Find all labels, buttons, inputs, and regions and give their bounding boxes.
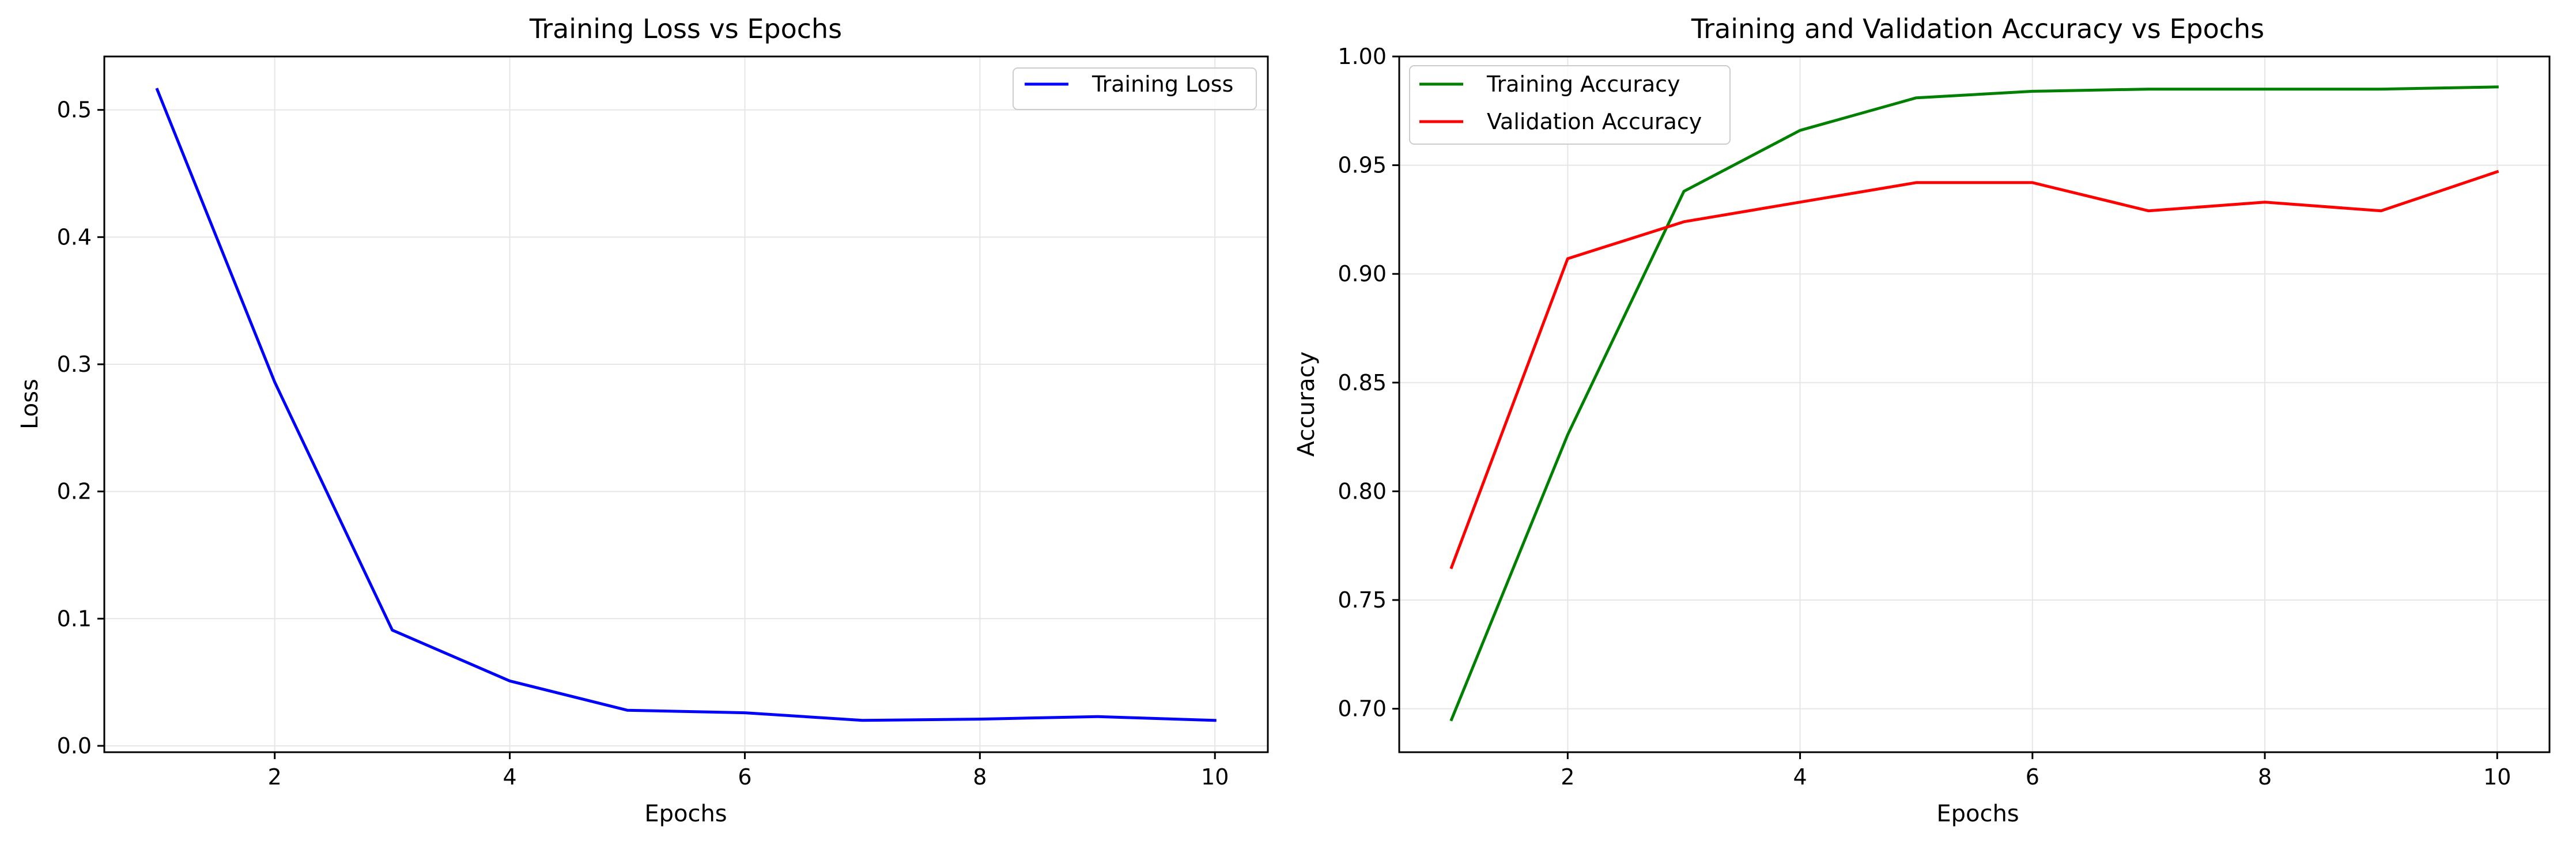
accuracy-legend-box bbox=[1409, 65, 1731, 145]
accuracy-y-tick-label-3: 0.85 bbox=[1338, 370, 1387, 395]
accuracy-y-tick-label-1: 0.75 bbox=[1338, 587, 1387, 613]
accuracy-y-tick-label-4: 0.90 bbox=[1338, 261, 1387, 286]
loss-y-axis-label: Loss bbox=[17, 379, 43, 429]
accuracy-plot-frame bbox=[1398, 55, 2551, 753]
loss-x-tick-label-0: 2 bbox=[268, 764, 282, 790]
loss-legend: Training Loss bbox=[1013, 67, 1257, 110]
accuracy-x-tick-label-2: 6 bbox=[2026, 764, 2039, 790]
loss-x-ticks: 2 4 6 8 10 bbox=[268, 752, 1229, 790]
accuracy-series-1-line bbox=[1449, 169, 2499, 569]
accuracy-y-tick-label-2: 0.80 bbox=[1338, 478, 1387, 504]
accuracy-legend: Training Accuracy Validation Accuracy bbox=[1409, 65, 1731, 145]
accuracy-legend-label-0: Training Accuracy bbox=[1486, 71, 1680, 97]
loss-x-tick-label-3: 8 bbox=[973, 764, 987, 790]
accuracy-y-ticks: 0.70 0.75 0.80 0.85 0.90 0.95 1.00 bbox=[1338, 44, 1399, 722]
loss-y-tick-label-1: 0.1 bbox=[57, 606, 92, 631]
loss-y-tick-label-5: 0.5 bbox=[57, 97, 92, 123]
loss-x-tick-label-4: 10 bbox=[1201, 764, 1229, 790]
loss-y-ticks: 0.0 0.1 0.2 0.3 0.4 0.5 bbox=[57, 97, 104, 759]
accuracy-grid bbox=[1399, 56, 2549, 752]
loss-y-tick-label-2: 0.2 bbox=[57, 479, 92, 504]
loss-y-tick-label-0: 0.0 bbox=[57, 733, 92, 759]
accuracy-chart: 2 4 6 8 10 0.70 0.75 0.80 0.85 0.90 0.95 1.00 Trai… bbox=[1293, 13, 2551, 827]
accuracy-x-axis-label: Epochs bbox=[1936, 801, 2019, 827]
loss-chart: 2 4 6 8 10 0.0 0.1 0.2 0.3 0.4 0.5 Training Loss … bbox=[17, 13, 1269, 827]
loss-title: Training Loss vs Epochs bbox=[529, 13, 842, 44]
loss-x-tick-label-2: 6 bbox=[738, 764, 751, 790]
loss-lines bbox=[155, 88, 1217, 722]
loss-legend-box bbox=[1013, 67, 1257, 110]
accuracy-legend-label-1: Validation Accuracy bbox=[1487, 109, 1702, 134]
loss-x-axis-label: Epochs bbox=[644, 801, 727, 827]
loss-grid bbox=[104, 56, 1268, 752]
accuracy-x-tick-label-4: 10 bbox=[2483, 764, 2511, 790]
accuracy-y-tick-label-0: 0.70 bbox=[1338, 696, 1387, 722]
loss-y-tick-label-4: 0.4 bbox=[57, 224, 92, 250]
loss-series-0-line bbox=[155, 88, 1217, 722]
loss-plot-frame bbox=[103, 55, 1269, 753]
accuracy-lines bbox=[1449, 85, 2499, 722]
accuracy-x-tick-label-0: 2 bbox=[1561, 764, 1574, 790]
accuracy-x-tick-label-1: 4 bbox=[1793, 764, 1807, 790]
accuracy-y-tick-label-6: 1.00 bbox=[1338, 44, 1387, 69]
accuracy-x-tick-label-3: 8 bbox=[2258, 764, 2272, 790]
accuracy-title: Training and Validation Accuracy vs Epoc… bbox=[1691, 13, 2264, 44]
loss-legend-label-0: Training Loss bbox=[1091, 71, 1233, 97]
accuracy-series-0-line bbox=[1449, 85, 2499, 722]
accuracy-y-tick-label-5: 0.95 bbox=[1338, 153, 1387, 178]
accuracy-x-ticks: 2 4 6 8 10 bbox=[1561, 752, 2511, 790]
loss-y-tick-label-3: 0.3 bbox=[57, 352, 92, 377]
accuracy-y-axis-label: Accuracy bbox=[1293, 352, 1320, 457]
loss-x-tick-label-1: 4 bbox=[503, 764, 516, 790]
